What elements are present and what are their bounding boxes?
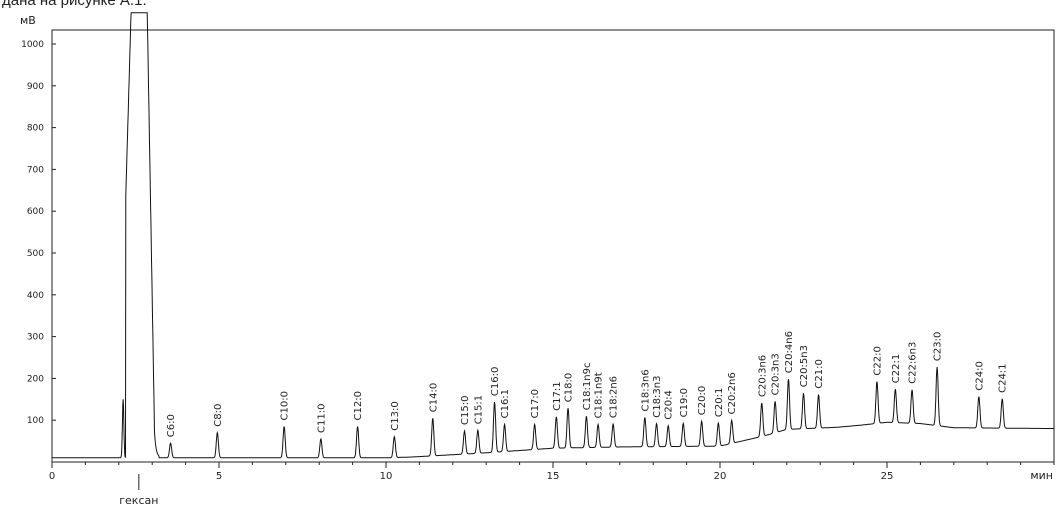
peak-label: C13:0 — [390, 401, 401, 430]
y-tick-label: 1000 — [21, 40, 44, 50]
peak-label: C22:6n3 — [908, 342, 919, 384]
figure-caption: дана на рисунке А.1. — [2, 0, 147, 9]
peak-label: C18:1n9c — [582, 363, 593, 411]
peak-label: C18:3n6 — [640, 369, 651, 411]
y-tick-label: 700 — [27, 165, 44, 175]
peak-label: C20:3n3 — [771, 353, 782, 395]
solvent-label: гексан — [119, 494, 158, 507]
peak-label: C16:0 — [490, 367, 501, 396]
y-tick-label: 600 — [27, 207, 44, 217]
peak-label: C20:0 — [697, 386, 708, 415]
peak-label: C18:3n3 — [652, 376, 663, 418]
peak-label: C15:0 — [460, 396, 471, 425]
x-tick-label: 20 — [714, 471, 727, 482]
peak-label: C22:0 — [873, 346, 884, 375]
x-tick-label: 25 — [881, 471, 894, 482]
peak-label: C24:0 — [974, 361, 985, 390]
peak-label: C20:4n6 — [784, 331, 795, 373]
peak-label: C22:1 — [891, 354, 902, 383]
peak-label: C20:2n6 — [727, 372, 738, 414]
peak-label: C18:1n9t — [594, 372, 605, 418]
x-tick-label: 0 — [49, 471, 55, 482]
y-tick-label: 200 — [27, 374, 44, 384]
peak-label: C12:0 — [353, 391, 364, 420]
peak-label: C24:1 — [998, 363, 1009, 392]
peak-label: C20:5n3 — [799, 345, 810, 387]
peak-label: C18:0 — [564, 373, 575, 402]
peak-label: C16:1 — [500, 389, 511, 418]
x-axis-label: мин — [1030, 469, 1053, 482]
peak-label: C23:0 — [933, 332, 944, 361]
peak-label: C11:0 — [316, 404, 327, 433]
x-tick-label: 15 — [547, 471, 560, 482]
y-tick-label: 800 — [27, 124, 44, 134]
peak-label: C19:0 — [679, 388, 690, 417]
y-tick-label: 900 — [27, 82, 44, 92]
chromatogram-trace — [52, 12, 1054, 459]
x-tick-label: 5 — [216, 471, 222, 482]
peak-label: C21:0 — [814, 359, 825, 388]
x-tick-label: 10 — [380, 471, 393, 482]
peak-label: C20:3n6 — [757, 355, 768, 397]
peak-label: C17:1 — [552, 381, 563, 410]
peak-label: C20:1 — [714, 388, 725, 417]
peak-label: C20:4 — [664, 390, 675, 419]
y-tick-label: 300 — [27, 333, 44, 343]
peak-label: C14:0 — [428, 383, 439, 412]
peak-label: C18:2n6 — [609, 376, 620, 418]
y-tick-label: 500 — [27, 249, 44, 259]
y-axis-label: мВ — [20, 14, 36, 27]
peak-label: C15:1 — [473, 395, 484, 424]
y-tick-label: 400 — [27, 291, 44, 301]
peak-label: C17:0 — [530, 389, 541, 418]
peak-label: C8:0 — [213, 404, 224, 427]
peak-label: C10:0 — [280, 391, 291, 420]
y-tick-label: 100 — [27, 416, 44, 426]
peak-label: C6:0 — [166, 414, 177, 437]
